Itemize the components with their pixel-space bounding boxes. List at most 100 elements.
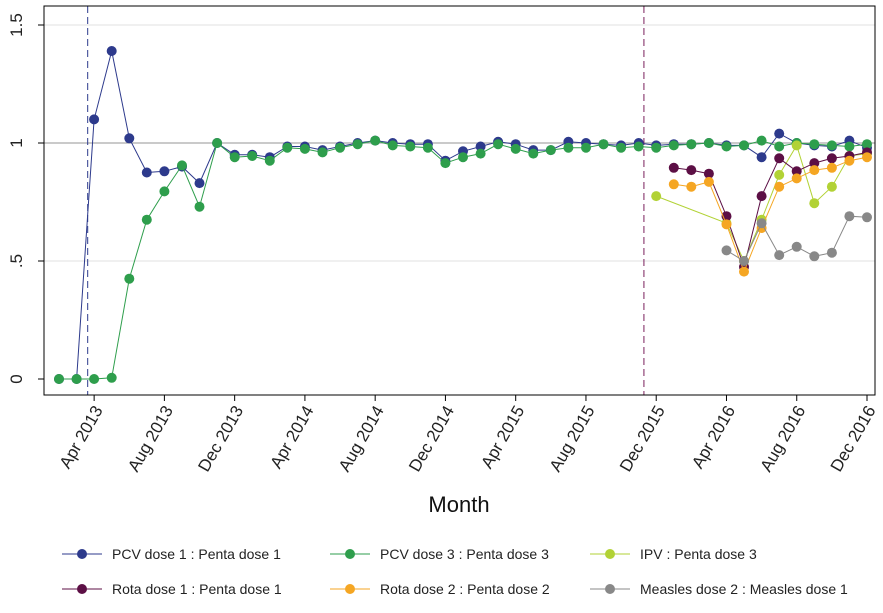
data-point xyxy=(651,191,662,202)
data-point xyxy=(581,142,591,153)
data-point xyxy=(177,160,187,171)
data-point xyxy=(791,173,802,184)
data-point xyxy=(282,142,293,153)
vline-layer xyxy=(87,6,645,395)
data-point xyxy=(686,139,697,150)
data-point xyxy=(89,114,100,125)
data-point xyxy=(317,147,328,158)
data-point xyxy=(229,152,240,163)
series-4 xyxy=(668,152,872,277)
legend: PCV dose 1 : Penta dose 1 PCV dose 3 : Pe… xyxy=(62,546,848,597)
data-point xyxy=(774,181,785,192)
data-point xyxy=(686,165,697,176)
data-point xyxy=(721,219,732,230)
data-point xyxy=(844,141,855,152)
legend-label: Measles dose 2 : Measles dose 1 xyxy=(640,581,848,597)
data-point xyxy=(616,142,627,153)
legend-marker xyxy=(77,549,87,559)
data-point xyxy=(124,273,135,284)
data-point xyxy=(545,145,556,156)
data-point xyxy=(598,139,609,150)
data-point xyxy=(809,251,820,262)
data-point xyxy=(809,198,820,209)
data-point xyxy=(826,181,837,192)
data-point xyxy=(862,139,872,150)
data-point xyxy=(633,141,644,152)
data-point xyxy=(756,191,767,202)
legend-item: PCV dose 3 : Penta dose 3 xyxy=(330,546,549,562)
y-axis: 0 .5 1 1.5 xyxy=(7,13,44,384)
data-point xyxy=(668,162,679,173)
legend-label: IPV : Penta dose 3 xyxy=(640,546,757,562)
data-point xyxy=(721,141,732,152)
data-point xyxy=(89,374,100,384)
series-layer xyxy=(54,46,872,384)
legend-marker xyxy=(605,584,615,594)
data-point xyxy=(106,46,117,56)
data-point xyxy=(106,372,117,383)
data-point xyxy=(844,211,855,222)
data-point xyxy=(528,148,539,159)
data-point xyxy=(510,143,521,154)
data-point xyxy=(686,181,697,192)
data-point xyxy=(71,374,82,384)
data-point xyxy=(299,143,310,154)
data-point xyxy=(844,155,855,166)
data-point xyxy=(335,142,345,153)
data-point xyxy=(826,140,837,151)
legend-label: Rota dose 1 : Penta dose 1 xyxy=(112,581,282,597)
data-point xyxy=(194,201,205,212)
legend-item: Rota dose 1 : Penta dose 1 xyxy=(62,581,282,597)
y-tick-label: .5 xyxy=(7,254,26,268)
data-point xyxy=(774,169,785,180)
data-point xyxy=(809,158,820,169)
legend-marker xyxy=(345,549,355,559)
data-point xyxy=(774,128,785,139)
data-point xyxy=(791,241,802,252)
y-tick-label: 0 xyxy=(7,374,26,383)
legend-item: PCV dose 1 : Penta dose 1 xyxy=(62,546,281,562)
data-point xyxy=(475,148,486,159)
data-point xyxy=(721,245,732,256)
data-point xyxy=(826,247,837,258)
data-point xyxy=(54,374,64,384)
data-point xyxy=(826,162,837,173)
data-point xyxy=(124,133,135,144)
data-point xyxy=(405,141,416,152)
legend-label: Rota dose 2 : Penta dose 2 xyxy=(380,581,550,597)
data-point xyxy=(352,139,363,150)
data-point xyxy=(668,179,679,190)
data-point xyxy=(703,138,714,148)
legend-item: IPV : Penta dose 3 xyxy=(590,546,757,562)
data-point xyxy=(141,167,152,178)
data-point xyxy=(668,140,679,151)
data-point xyxy=(756,152,767,163)
legend-marker xyxy=(605,549,615,559)
data-point xyxy=(458,152,468,163)
legend-item: Measles dose 2 : Measles dose 1 xyxy=(590,581,848,597)
data-point xyxy=(809,139,820,150)
data-point xyxy=(475,141,486,152)
data-point xyxy=(756,135,767,146)
data-point xyxy=(493,139,504,150)
data-point xyxy=(247,151,258,161)
data-point xyxy=(756,218,767,229)
data-point xyxy=(159,186,170,197)
data-point xyxy=(862,212,872,223)
data-point xyxy=(422,142,433,153)
plot-frame xyxy=(43,5,876,396)
data-point xyxy=(370,135,381,146)
data-point xyxy=(774,141,785,152)
legend-label: PCV dose 1 : Penta dose 1 xyxy=(112,546,281,562)
x-axis-title: Month xyxy=(428,492,489,517)
series-5 xyxy=(721,211,872,266)
legend-marker xyxy=(77,584,87,594)
y-tick-label: 1 xyxy=(7,138,26,147)
data-point xyxy=(826,153,837,164)
data-point xyxy=(774,153,785,164)
data-point xyxy=(264,155,275,166)
data-point xyxy=(387,140,398,151)
data-point xyxy=(739,266,749,277)
